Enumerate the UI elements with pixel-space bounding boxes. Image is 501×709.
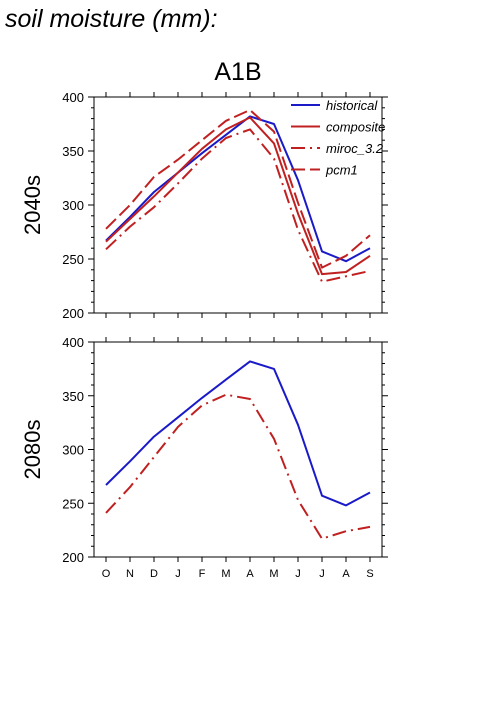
x-tick-label: S bbox=[366, 568, 373, 580]
y-axis-label: 2080s bbox=[20, 420, 45, 480]
y-tick-label: 300 bbox=[62, 443, 84, 458]
series-line-2 bbox=[105, 128, 371, 283]
legend-label: composite bbox=[326, 120, 385, 135]
y-tick-label: 350 bbox=[62, 389, 84, 404]
legend-label: pcm1 bbox=[325, 163, 358, 178]
x-tick-label: M bbox=[221, 568, 230, 580]
series-line-0 bbox=[105, 360, 371, 507]
plot-frame bbox=[93, 341, 383, 558]
x-tick-label: J bbox=[295, 568, 301, 580]
x-tick-label: O bbox=[102, 568, 111, 580]
y-tick-label: 350 bbox=[62, 144, 84, 159]
panel-2040s: 200 250 300 350 400 2040s bbox=[20, 90, 388, 321]
y-tick-label: 300 bbox=[62, 198, 84, 213]
y-tick-label: 200 bbox=[62, 550, 84, 565]
page-title: soil moisture (mm): bbox=[5, 5, 218, 33]
legend-label: miroc_3.2 bbox=[326, 141, 384, 156]
x-tick-label: J bbox=[319, 568, 325, 580]
legend: historical composite miroc_3.2 pcm1 bbox=[291, 98, 385, 178]
y-tick-label: 400 bbox=[62, 90, 84, 105]
x-tick-label: A bbox=[246, 568, 254, 580]
x-tick-label: D bbox=[150, 568, 158, 580]
y-tick-label: 250 bbox=[62, 496, 84, 511]
series-line-1 bbox=[105, 393, 371, 540]
y-tick-label: 400 bbox=[62, 335, 84, 350]
y-tick-label: 250 bbox=[62, 252, 84, 267]
x-tick-label: J bbox=[175, 568, 181, 580]
x-tick-label: N bbox=[126, 568, 134, 580]
chart-title: A1B bbox=[214, 58, 261, 86]
series-line-0 bbox=[105, 115, 371, 263]
x-tick-label: M bbox=[269, 568, 278, 580]
y-tick-label: 200 bbox=[62, 306, 84, 321]
legend-label: historical bbox=[326, 98, 378, 113]
y-axis-label: 2040s bbox=[20, 175, 45, 235]
x-tick-label: A bbox=[342, 568, 350, 580]
panel-2080s: 200 250 300 350 400 O N D J F M A M J J A S 2080s bbox=[20, 335, 388, 580]
x-tick-label: F bbox=[199, 568, 206, 580]
series-line-3 bbox=[105, 109, 371, 269]
series-line-1 bbox=[105, 116, 371, 276]
